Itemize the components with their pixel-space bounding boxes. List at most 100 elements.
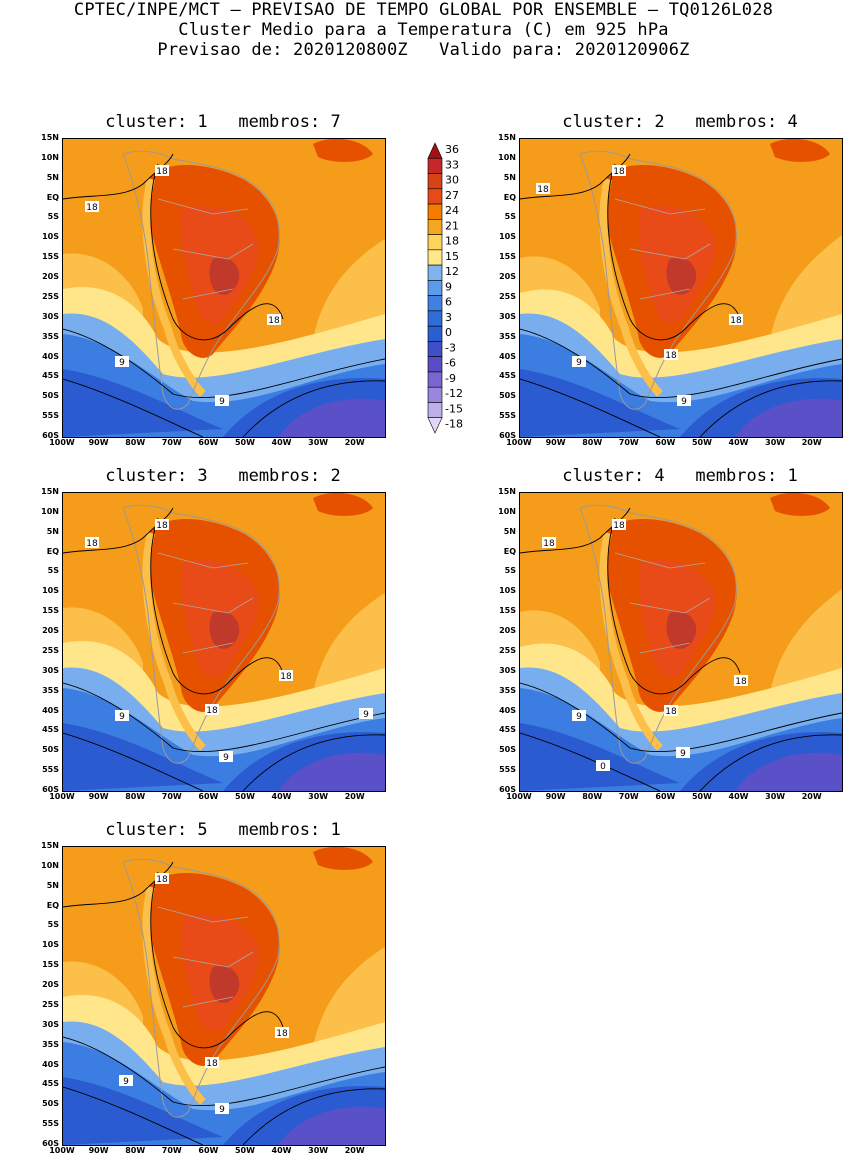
temperature-map-2: 18 18 18 18 9 9 (520, 139, 842, 437)
lat-tick-label: 50S (42, 391, 59, 401)
colorbar-swatch (427, 280, 443, 296)
lat-tick-label: 15S (42, 606, 59, 616)
lat-tick-label: 50S (42, 1099, 59, 1109)
lat-tick-label: 30S (42, 311, 59, 321)
colorbar-label: 27 (445, 189, 459, 202)
lat-tick-label: 50S (499, 745, 516, 755)
lon-tick-label: 90W (88, 1146, 109, 1155)
lat-tick-label: 30S (42, 1019, 59, 1029)
contour-label: 18 (542, 537, 556, 549)
lat-tick-label: 30S (499, 311, 516, 321)
lat-tick-label: 35S (42, 1039, 59, 1049)
lat-tick-label: 50S (42, 745, 59, 755)
lon-tick-label: 50W (234, 1146, 255, 1155)
lat-tick-label: 25S (42, 999, 59, 1009)
colorbar-label: 24 (445, 204, 459, 217)
lat-tick-label: 15S (42, 252, 59, 262)
colorbar-label: 36 (445, 143, 459, 156)
colorbar-label: 30 (445, 174, 459, 187)
colorbar-swatch (427, 356, 443, 373)
lat-tick-label: EQ (503, 192, 516, 202)
lon-tick-label: 30W (308, 792, 329, 801)
lat-tick-label: 40S (42, 351, 59, 361)
svg-text:18: 18 (206, 706, 218, 716)
lat-tick-label: 55S (42, 765, 59, 775)
colorbar-label: -18 (445, 418, 463, 431)
lat-tick-label: 5S (504, 566, 516, 576)
lon-tick-label: 100W (506, 438, 532, 447)
lon-tick-label: 50W (234, 438, 255, 447)
lat-tick-label: 35S (499, 685, 516, 695)
colorbar-label: 3 (445, 311, 452, 324)
contour-label: 18 (729, 314, 743, 326)
svg-text:9: 9 (123, 1077, 129, 1087)
contour-label: 18 (85, 537, 99, 549)
colorbar-swatch (427, 249, 443, 266)
panel-title-5: cluster: 5 membros: 1 (105, 820, 341, 840)
svg-text:0: 0 (600, 762, 606, 772)
contour-label: 9 (215, 1103, 229, 1115)
lat-tick-label: 55S (499, 765, 516, 775)
lat-tick-label: 55S (499, 411, 516, 421)
lon-tick-label: 90W (545, 792, 566, 801)
lon-tick-label: 100W (49, 1146, 75, 1155)
svg-text:9: 9 (119, 712, 125, 722)
lat-tick-label: 10S (42, 586, 59, 596)
lon-tick-label: 60W (655, 792, 676, 801)
lat-tick-label: 10S (499, 586, 516, 596)
colorbar-label: -6 (445, 357, 456, 370)
lon-tick-label: 70W (161, 438, 182, 447)
lon-tick-label: 50W (234, 792, 255, 801)
lon-tick-label: 80W (125, 438, 146, 447)
lat-tick-label: EQ (503, 546, 516, 556)
lat-tick-label: 5S (47, 566, 59, 576)
map-panel-1: 18 18 18 9 9 (62, 138, 386, 438)
lat-tick-label: 25S (499, 645, 516, 655)
lon-tick-label: 70W (618, 792, 639, 801)
temperature-map-3: 18 18 18 18 9 9 9 (63, 493, 385, 791)
colorbar-label: 15 (445, 250, 459, 263)
svg-text:18: 18 (86, 539, 98, 549)
lat-tick-label: 10N (41, 860, 59, 870)
contour-label: 18 (155, 165, 169, 177)
lat-tick-label: 40S (499, 705, 516, 715)
lat-tick-label: 40S (42, 1059, 59, 1069)
colorbar-swatch (427, 203, 443, 220)
header-line-3: Previsao de: 2020120800Z Valido para: 20… (157, 40, 690, 60)
contour-label: 18 (612, 165, 626, 177)
lon-tick-label: 90W (88, 792, 109, 801)
contour-label: 18 (205, 704, 219, 716)
colorbar-label: 0 (445, 326, 452, 339)
lat-tick-label: 60S (42, 1139, 59, 1148)
lat-tick-label: 40S (42, 705, 59, 715)
lon-tick-label: 50W (691, 438, 712, 447)
colorbar-swatch (427, 310, 443, 327)
lon-tick-label: 60W (198, 792, 219, 801)
lon-tick-label: 40W (271, 792, 292, 801)
lat-tick-label: 40S (499, 351, 516, 361)
lat-tick-label: 20S (42, 626, 59, 636)
svg-text:9: 9 (119, 358, 125, 368)
lon-tick-label: 30W (765, 438, 786, 447)
lon-tick-label: 100W (49, 792, 75, 801)
colorbar-swatch (427, 188, 443, 205)
lon-tick-label: 80W (125, 792, 146, 801)
lat-tick-label: 15S (499, 252, 516, 262)
contour-label: 9 (115, 710, 129, 722)
lat-tick-label: 5N (46, 880, 59, 890)
lat-tick-label: 25S (42, 645, 59, 655)
colorbar-swatch (427, 402, 443, 419)
map-panel-5: 18 18 18 9 9 (62, 846, 386, 1146)
lat-tick-label: EQ (46, 192, 59, 202)
colorbar-swatch (427, 264, 443, 281)
lat-tick-label: 60S (42, 431, 59, 440)
lon-tick-label: 30W (308, 1146, 329, 1155)
map-panel-2: 18 18 18 18 9 9 (519, 138, 843, 438)
lat-tick-label: 45S (499, 725, 516, 735)
colorbar-label: -12 (445, 387, 463, 400)
panel-title-3: cluster: 3 membros: 2 (105, 466, 341, 486)
map-panel-4: 18 18 18 18 9 9 0 (519, 492, 843, 792)
lat-tick-label: 5N (503, 526, 516, 536)
lat-tick-label: 30S (499, 665, 516, 675)
svg-text:18: 18 (156, 521, 168, 531)
